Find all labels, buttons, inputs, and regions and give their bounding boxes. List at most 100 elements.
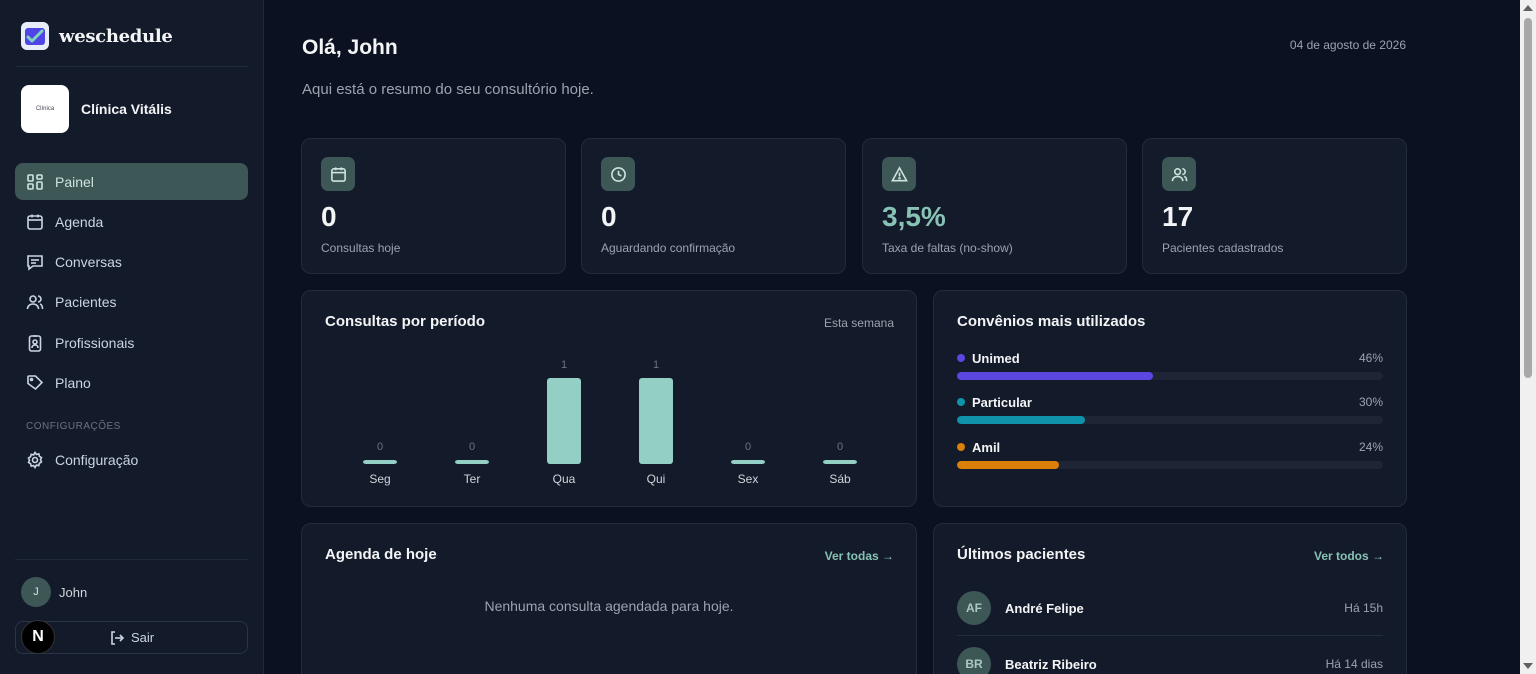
bar-Sex <box>731 460 765 464</box>
avatar: BR <box>957 647 991 674</box>
data-label: 0 <box>377 441 383 453</box>
nav-section-label: CONFIGURAÇÕES <box>26 421 121 432</box>
legend-dot <box>957 354 965 362</box>
brand[interactable]: weschedule <box>21 22 173 50</box>
dashboard-icon <box>27 173 43 190</box>
ver-todos-link[interactable]: Ver todos → <box>1313 549 1384 563</box>
list-item[interactable]: BR Beatriz Ribeiro Há 14 dias <box>957 647 1383 674</box>
nav-label: Plano <box>55 374 91 391</box>
divider <box>957 635 1383 636</box>
convenio-name-wrap: Unimed <box>957 351 1020 366</box>
next-dev-badge[interactable]: N <box>21 620 55 654</box>
patient-name: André Felipe <box>1005 600 1084 616</box>
divider <box>15 66 248 67</box>
logout-button[interactable]: Sair <box>15 621 248 654</box>
patient-time: Há 15h <box>1344 601 1383 615</box>
convenio-percent: 24% <box>1358 440 1383 454</box>
progress-track <box>957 461 1383 469</box>
data-label: 1 <box>561 359 567 371</box>
clinic-logo: Clínica <box>21 85 69 133</box>
avatar: AF <box>957 591 991 625</box>
chat-icon <box>27 255 43 271</box>
users-icon <box>26 295 44 310</box>
progress-fill <box>957 372 1153 380</box>
clinic-logo-text: Clínica <box>35 106 55 112</box>
legend-dot <box>957 443 965 451</box>
bar-Sáb <box>823 460 857 464</box>
scroll-up-icon[interactable] <box>1523 5 1533 11</box>
badge-icon <box>28 334 42 352</box>
x-tick-label: Qua <box>553 472 576 486</box>
convenio-name-wrap: Amil <box>957 440 1000 455</box>
progress-fill <box>957 416 1085 424</box>
avatar: J <box>21 577 51 607</box>
progress-track <box>957 416 1383 424</box>
nav-item-plano[interactable]: Plano <box>15 364 248 401</box>
user-name: John <box>59 584 88 600</box>
calendar-icon <box>27 214 43 230</box>
page-subtitle: Aqui está o resumo do seu consultório ho… <box>302 81 594 98</box>
data-label: 0 <box>745 441 751 453</box>
convenio-name: Particular <box>972 394 1032 410</box>
page-title: Olá, John <box>302 36 398 59</box>
patient-name: Beatriz Ribeiro <box>1005 656 1097 672</box>
stat-card-no-show: 3,5% Taxa de faltas (no-show) <box>862 138 1127 274</box>
stat-value: 0 <box>601 201 617 232</box>
convenio-name: Unimed <box>972 350 1020 366</box>
stat-value: 17 <box>1162 201 1194 232</box>
bar-chart: 0 Seg 0 Ter 1 Qua 1 Qui 0 Sex 0 Sáb <box>363 359 857 486</box>
warning-icon <box>882 157 916 191</box>
scroll-down-icon[interactable] <box>1523 663 1533 669</box>
convenio-percent: 46% <box>1358 351 1383 365</box>
stat-label: Pacientes cadastrados <box>1162 241 1284 255</box>
stat-value: 3,5% <box>882 201 946 232</box>
user-profile[interactable]: J John <box>21 577 87 607</box>
nav-label: Profissionais <box>55 334 135 351</box>
nav-label: Agenda <box>55 213 104 230</box>
convenios-card: Convênios mais utilizados Unimed 46% Par… <box>933 290 1407 507</box>
nav-item-conversas[interactable]: Conversas <box>15 244 248 281</box>
convenio-row: Amil 24% <box>957 439 1383 469</box>
main-nav: Painel Agenda Conversas Pacientes Profis… <box>15 163 248 405</box>
stat-card-aguardando: 0 Aguardando confirmação <box>581 138 846 274</box>
data-label: 0 <box>469 441 475 453</box>
panel-title: Agenda de hoje <box>325 546 437 563</box>
panel-title: Consultas por período <box>325 313 486 330</box>
nav-item-pacientes[interactable]: Pacientes <box>15 284 248 321</box>
nav-label: Conversas <box>55 254 122 271</box>
current-date: 04 de agosto de 2026 <box>1289 38 1406 52</box>
users-icon <box>1162 157 1196 191</box>
consultas-chart-card: Consultas por período Esta semana 0 Seg 0 T… <box>301 290 917 507</box>
stat-card-consultas-hoje: 0 Consultas hoje <box>301 138 566 274</box>
period-selector[interactable]: Esta semana <box>823 316 894 330</box>
scrollbar[interactable] <box>1520 0 1536 674</box>
ver-todas-link[interactable]: Ver todas → <box>824 549 894 563</box>
nav-item-profissionais[interactable]: Profissionais <box>15 324 248 361</box>
convenio-row: Particular 30% <box>957 394 1383 424</box>
nav-item-configuracao[interactable]: Configuração <box>15 441 248 478</box>
bar-Ter <box>455 460 489 464</box>
sidebar: weschedule Clínica Clínica Vitális Paine… <box>0 0 264 674</box>
clinic-switcher[interactable]: Clínica Clínica Vitális <box>21 85 172 133</box>
x-tick-label: Ter <box>464 472 481 486</box>
list-item[interactable]: AF André Felipe Há 15h <box>957 591 1383 625</box>
nav-item-painel[interactable]: Painel <box>15 163 248 200</box>
stat-value: 0 <box>321 201 337 232</box>
x-tick-label: Qui <box>647 472 666 486</box>
stat-label: Consultas hoje <box>321 241 401 255</box>
convenio-row: Unimed 46% <box>957 350 1383 380</box>
clock-icon <box>601 157 635 191</box>
scroll-thumb[interactable] <box>1524 18 1532 378</box>
nav-item-agenda[interactable]: Agenda <box>15 203 248 240</box>
agenda-hoje-card: Agenda de hoje Ver todas → Nenhuma consu… <box>301 523 917 674</box>
logout-label: Sair <box>130 630 155 645</box>
x-tick-label: Seg <box>369 472 390 486</box>
stat-label: Taxa de faltas (no-show) <box>882 241 1013 255</box>
bar-Qui <box>639 378 673 464</box>
progress-fill <box>957 461 1060 469</box>
convenio-name-wrap: Particular <box>957 395 1032 410</box>
nav-label: Pacientes <box>55 294 117 311</box>
convenio-name: Amil <box>972 439 1001 455</box>
divider <box>15 559 248 560</box>
legend-dot <box>957 398 965 406</box>
